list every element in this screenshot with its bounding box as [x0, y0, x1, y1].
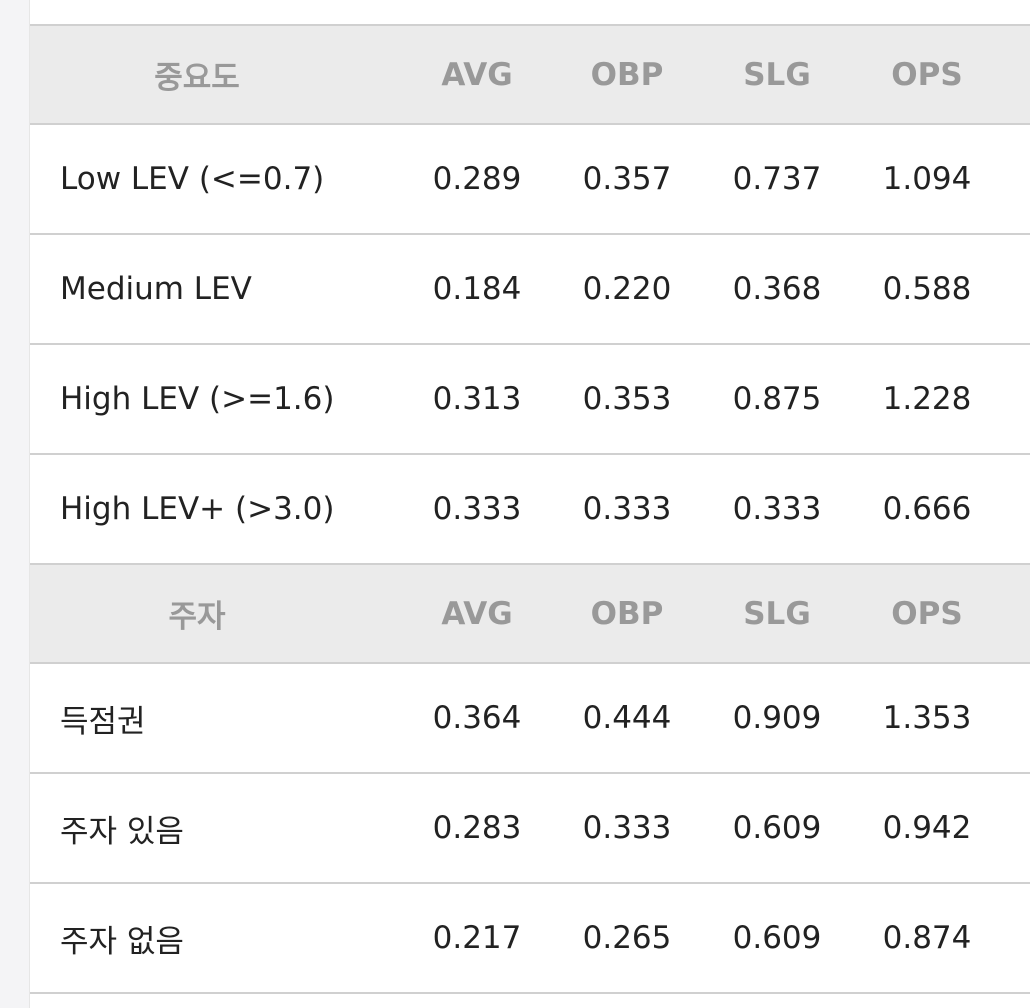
stat-value: 0.737 — [732, 161, 822, 197]
data-row: Medium LEV 0.184 0.220 0.368 0.588 — [30, 235, 1030, 345]
header-cell: 중요도 — [154, 60, 240, 96]
stat-value: 0.333 — [582, 491, 672, 527]
side-strip — [0, 0, 30, 1008]
stat-value: 0.333 — [732, 491, 822, 527]
row-label: 주자 없음 — [60, 923, 184, 960]
stat-value: 0.333 — [432, 491, 522, 527]
header-cell: SLG — [743, 595, 811, 632]
header-row: 주자 AVG OBP SLG OPS — [30, 565, 1030, 664]
row-label: High LEV (>=1.6) — [60, 381, 335, 417]
stat-value: 0.942 — [882, 810, 972, 846]
stat-value: 0.609 — [732, 810, 822, 846]
stat-value: 0.666 — [882, 491, 972, 527]
stat-value: 0.874 — [882, 920, 972, 956]
stat-value: 0.283 — [432, 810, 522, 846]
row-label: Low LEV (<=0.7) — [60, 161, 325, 197]
data-row: Low LEV (<=0.7) 0.289 0.357 0.737 1.094 — [30, 125, 1030, 235]
header-cell: OBP — [590, 595, 664, 632]
header-cell: SLG — [743, 56, 811, 93]
stat-value: 0.909 — [732, 700, 822, 736]
stat-value: 0.353 — [582, 381, 672, 417]
header-cell: OPS — [891, 56, 963, 93]
stat-value: 0.875 — [732, 381, 822, 417]
data-row: 주자 없음 0.217 0.265 0.609 0.874 — [30, 884, 1030, 994]
stat-value: 0.289 — [432, 161, 522, 197]
header-row: 중요도 AVG OBP SLG OPS — [30, 26, 1030, 125]
header-cell: AVG — [441, 56, 513, 93]
header-cell: OBP — [590, 56, 664, 93]
stats-table: 중요도 AVG OBP SLG OPS Low LEV (<=0.7) 0.289 0.357… — [30, 24, 1030, 994]
stat-value: 1.094 — [882, 161, 972, 197]
row-label: High LEV+ (>3.0) — [60, 491, 335, 527]
stat-value: 0.333 — [582, 810, 672, 846]
stat-value: 0.588 — [882, 271, 972, 307]
data-row: High LEV (>=1.6) 0.313 0.353 0.875 1.228 — [30, 345, 1030, 455]
header-cell: 주자 — [168, 599, 226, 635]
stat-value: 0.217 — [432, 920, 522, 956]
row-label: Medium LEV — [60, 271, 252, 307]
stat-value: 0.444 — [582, 700, 672, 736]
stat-value: 0.220 — [582, 271, 672, 307]
stat-value: 1.353 — [882, 700, 972, 736]
stat-value: 0.265 — [582, 920, 672, 956]
stat-value: 0.357 — [582, 161, 672, 197]
header-cell: AVG — [441, 595, 513, 632]
stat-value: 0.609 — [732, 920, 822, 956]
data-row: 득점권 0.364 0.444 0.909 1.353 — [30, 664, 1030, 774]
stat-value: 0.313 — [432, 381, 522, 417]
row-label: 득점권 — [60, 703, 146, 740]
data-row: High LEV+ (>3.0) 0.333 0.333 0.333 0.666 — [30, 455, 1030, 565]
header-cell: OPS — [891, 595, 963, 632]
row-label: 주자 있음 — [60, 813, 184, 850]
stat-value: 0.368 — [732, 271, 822, 307]
stat-value: 1.228 — [882, 381, 972, 417]
data-row: 주자 있음 0.283 0.333 0.609 0.942 — [30, 774, 1030, 884]
stat-value: 0.364 — [432, 700, 522, 736]
stat-value: 0.184 — [432, 271, 522, 307]
